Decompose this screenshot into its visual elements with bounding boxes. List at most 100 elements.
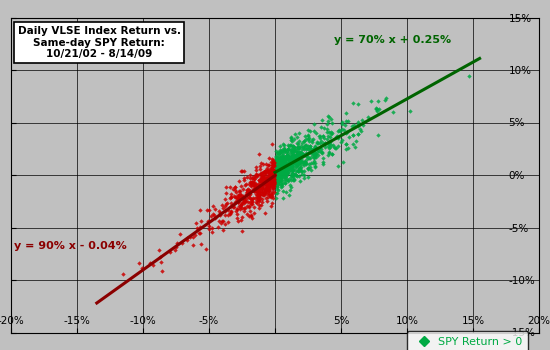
Point [279,141,288,147]
Point [316,135,324,141]
Point [267,156,276,162]
Point [261,180,270,186]
Point [270,173,279,178]
Point [338,119,347,125]
Point [308,150,317,155]
Point [310,148,318,154]
Point [249,195,258,200]
Point [249,182,257,188]
Point [277,159,286,164]
Point [299,152,307,158]
Point [302,161,311,166]
Point [272,164,280,169]
Point [321,141,329,147]
Point [281,161,290,166]
Point [284,163,293,169]
Point [260,192,268,198]
Point [295,151,304,157]
Point [282,172,291,177]
Point [263,167,272,173]
Point [269,176,278,182]
Point [275,170,284,175]
Point [278,195,287,201]
Point [304,143,313,149]
Point [283,170,292,175]
Point [265,167,274,173]
Point [248,179,256,185]
Point [273,168,282,174]
Point [256,177,265,183]
Point [260,187,269,192]
Point [260,179,268,185]
Point [256,183,265,189]
Point [289,152,298,157]
Point [280,167,289,173]
Point [300,172,309,177]
Point [310,152,318,157]
Point [315,133,323,139]
Point [281,172,290,178]
Point [220,209,229,214]
Point [294,164,302,169]
Point [251,188,260,194]
Point [269,183,278,189]
Point [278,171,287,176]
Point [267,174,276,180]
Point [341,141,350,146]
Point [253,189,262,195]
Point [257,191,266,196]
Point [280,158,289,163]
Point [295,130,304,135]
Point [271,170,280,176]
Point [267,177,276,182]
Point [277,164,285,170]
Point [292,151,300,157]
Point [273,169,282,174]
Point [275,178,284,183]
Point [273,167,282,172]
Point [312,152,321,157]
Point [277,159,286,164]
Point [254,186,262,192]
Point [288,161,297,167]
Point [296,164,305,170]
Point [252,181,261,187]
Point [275,174,284,180]
Point [277,161,286,167]
Point [276,163,284,169]
Point [272,179,281,185]
Point [354,121,362,127]
Point [268,169,277,175]
Point [281,155,290,160]
Point [267,166,276,171]
Point [257,177,266,183]
Point [277,164,286,170]
Point [291,146,300,152]
Point [364,114,372,120]
Point [295,159,304,164]
Point [349,122,358,127]
Point [254,187,263,192]
Point [246,199,255,204]
Point [221,203,229,209]
Point [269,175,278,181]
Point [263,186,272,192]
Point [219,206,228,211]
Point [261,188,270,194]
Point [276,156,284,161]
Point [265,169,274,175]
Point [272,172,280,178]
Point [269,177,278,183]
Point [277,182,285,188]
Point [252,197,261,203]
Point [272,186,281,191]
Point [310,151,319,157]
Point [292,153,300,158]
Point [256,171,265,176]
Point [380,98,389,103]
Point [272,163,280,169]
Point [243,211,251,217]
Point [271,155,280,160]
Point [278,188,287,194]
Point [289,154,298,159]
